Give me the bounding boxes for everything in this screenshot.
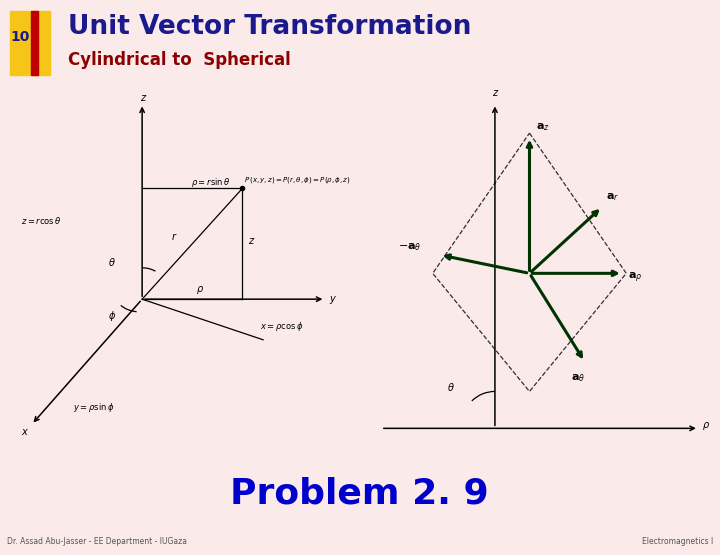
Text: $\mathbf{a}_r$: $\mathbf{a}_r$: [606, 191, 618, 203]
Text: z: z: [140, 93, 145, 103]
Text: 10: 10: [10, 29, 30, 44]
Text: x: x: [22, 427, 27, 437]
Text: $P\,(x,y,z)=P(r,\theta,\phi)=P(\rho,\phi,z)$: $P\,(x,y,z)=P(r,\theta,\phi)=P(\rho,\phi…: [244, 175, 351, 185]
Text: Unit Vector Transformation: Unit Vector Transformation: [68, 14, 472, 41]
Text: $y=\rho\sin\phi$: $y=\rho\sin\phi$: [73, 401, 114, 414]
Text: $\theta$: $\theta$: [107, 256, 115, 268]
Text: $-\mathbf{a}_\theta$: $-\mathbf{a}_\theta$: [398, 241, 422, 253]
Text: $\phi$: $\phi$: [107, 310, 116, 324]
Text: y: y: [329, 294, 335, 304]
Text: $\rho=r\sin\theta$: $\rho=r\sin\theta$: [191, 176, 230, 189]
Text: Dr. Assad Abu-Jasser - EE Department - IUGaza: Dr. Assad Abu-Jasser - EE Department - I…: [7, 537, 187, 546]
Text: Cylindrical to  Spherical: Cylindrical to Spherical: [68, 51, 291, 69]
Text: $z=r\cos\theta$: $z=r\cos\theta$: [21, 215, 62, 225]
Bar: [31, 11, 38, 75]
Text: r: r: [171, 232, 176, 242]
Text: $\theta$: $\theta$: [446, 381, 454, 393]
Text: $\mathbf{a}_\theta$: $\mathbf{a}_\theta$: [571, 372, 585, 384]
Text: $\rho$: $\rho$: [196, 284, 204, 296]
Text: $\rho$: $\rho$: [702, 420, 710, 432]
Text: Electromagnetics I: Electromagnetics I: [642, 537, 713, 546]
Text: $x=\rho\cos\phi$: $x=\rho\cos\phi$: [260, 320, 303, 332]
Text: $\mathbf{a}_z$: $\mathbf{a}_z$: [536, 122, 550, 133]
Text: $\mathbf{a}_\rho$: $\mathbf{a}_\rho$: [628, 270, 642, 285]
Text: Problem 2. 9: Problem 2. 9: [230, 477, 489, 511]
Text: z: z: [248, 236, 253, 246]
Text: z: z: [492, 88, 498, 98]
